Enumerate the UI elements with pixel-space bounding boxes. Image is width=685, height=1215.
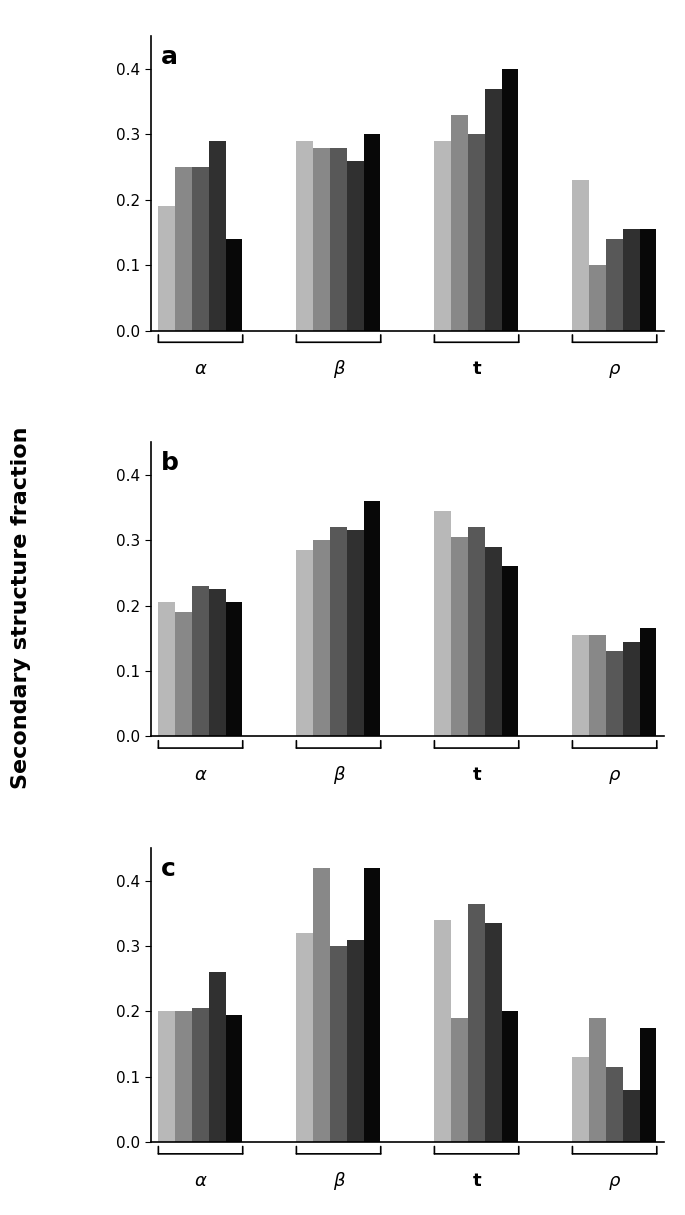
Bar <box>434 510 451 736</box>
Bar <box>226 603 242 736</box>
Bar <box>364 868 380 1142</box>
Bar <box>589 1018 606 1142</box>
Text: Secondary structure fraction: Secondary structure fraction <box>10 426 31 789</box>
Bar <box>297 933 313 1142</box>
Bar <box>573 180 589 330</box>
Bar <box>313 541 329 736</box>
Text: β: β <box>333 765 345 784</box>
Bar <box>485 89 501 330</box>
Bar <box>573 1057 589 1142</box>
Bar <box>606 651 623 736</box>
Text: ρ: ρ <box>609 360 621 378</box>
Bar <box>192 1008 209 1142</box>
Bar <box>640 1028 656 1142</box>
Text: t: t <box>472 1171 481 1189</box>
Bar <box>209 972 225 1142</box>
Bar <box>297 550 313 736</box>
Bar <box>623 642 640 736</box>
Bar <box>451 1018 468 1142</box>
Bar <box>623 1090 640 1142</box>
Text: b: b <box>161 451 179 475</box>
Bar <box>502 1011 519 1142</box>
Bar <box>175 612 192 736</box>
Text: β: β <box>333 1171 345 1189</box>
Bar <box>468 527 485 736</box>
Bar <box>313 868 329 1142</box>
Bar <box>209 589 225 736</box>
Bar <box>364 135 380 330</box>
Bar <box>451 115 468 330</box>
Text: t: t <box>472 360 481 378</box>
Bar <box>434 920 451 1142</box>
Bar <box>623 230 640 330</box>
Bar <box>209 141 225 330</box>
Bar <box>192 168 209 330</box>
Text: α: α <box>195 1171 206 1189</box>
Bar <box>589 635 606 736</box>
Text: α: α <box>195 360 206 378</box>
Bar <box>485 547 501 736</box>
Text: a: a <box>161 45 178 69</box>
Text: t: t <box>472 765 481 784</box>
Text: α: α <box>195 765 206 784</box>
Bar <box>175 1011 192 1142</box>
Bar <box>468 904 485 1142</box>
Bar <box>502 566 519 736</box>
Bar <box>330 147 347 330</box>
Bar <box>158 207 175 330</box>
Bar <box>175 168 192 330</box>
Bar <box>226 239 242 330</box>
Bar <box>347 939 364 1142</box>
Bar <box>485 923 501 1142</box>
Text: β: β <box>333 360 345 378</box>
Text: ρ: ρ <box>609 765 621 784</box>
Bar <box>502 69 519 330</box>
Bar <box>158 603 175 736</box>
Bar <box>347 531 364 736</box>
Bar <box>192 586 209 736</box>
Bar <box>640 628 656 736</box>
Bar <box>434 141 451 330</box>
Bar <box>330 527 347 736</box>
Bar <box>589 265 606 330</box>
Bar <box>640 230 656 330</box>
Bar <box>330 946 347 1142</box>
Bar <box>158 1011 175 1142</box>
Bar <box>606 239 623 330</box>
Bar <box>364 501 380 736</box>
Text: ρ: ρ <box>609 1171 621 1189</box>
Bar <box>468 135 485 330</box>
Bar <box>297 141 313 330</box>
Bar <box>347 160 364 330</box>
Text: c: c <box>161 857 176 881</box>
Bar <box>313 147 329 330</box>
Bar <box>451 537 468 736</box>
Bar <box>606 1067 623 1142</box>
Bar <box>573 635 589 736</box>
Bar <box>226 1015 242 1142</box>
